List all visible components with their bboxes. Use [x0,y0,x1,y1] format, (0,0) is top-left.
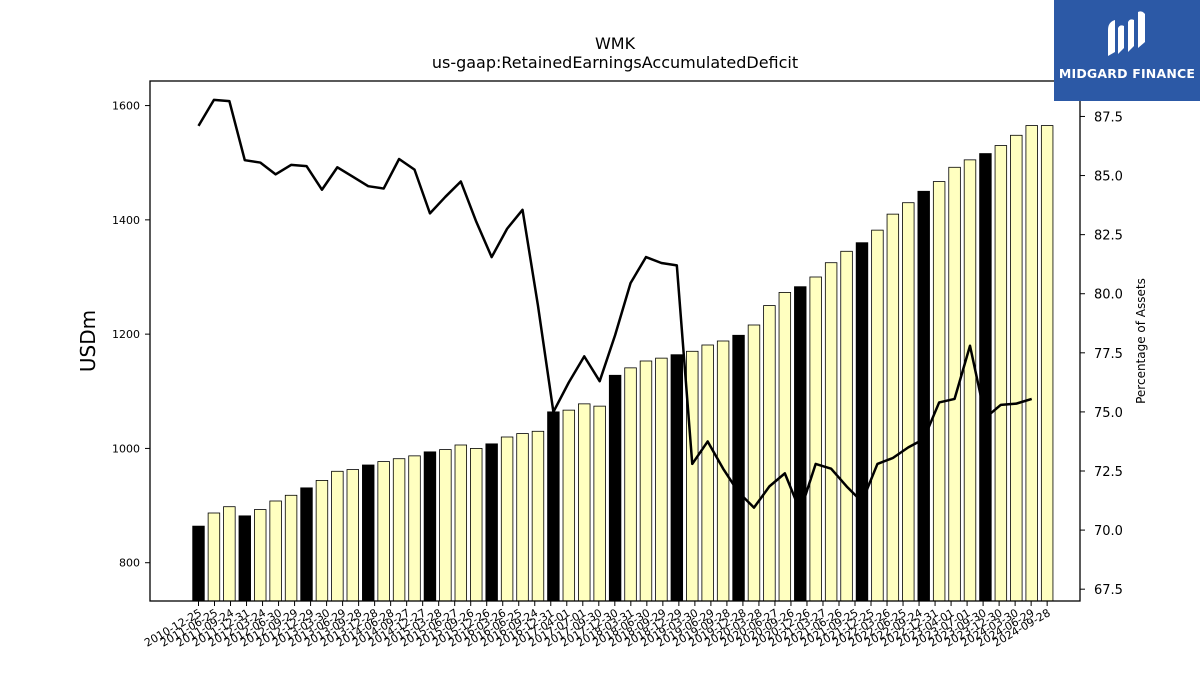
y2-tick-label: 70.0 [1094,524,1123,539]
bar [238,515,251,602]
bar [840,250,853,602]
y2-tick-label: 72.5 [1094,465,1123,480]
chart-subtitle: us-gaap:RetainedEarningsAccumulatedDefic… [432,53,798,72]
y-tick-label: 1000 [112,442,140,455]
bar [223,506,236,602]
bar [408,455,421,602]
bar [716,340,730,602]
bar [624,367,637,602]
bar [531,430,545,602]
bar [824,262,838,602]
chart-title: WMK [595,34,636,53]
bar [932,181,946,602]
bar [593,405,606,602]
bar [439,449,452,602]
y2-tick-label: 87.5 [1094,110,1123,125]
bar [855,242,869,602]
bar [423,451,437,602]
bar [547,411,560,602]
bar [346,469,360,602]
bar [608,374,622,602]
bar [670,354,684,602]
y-tick-label: 1600 [112,100,140,113]
bar [284,494,298,602]
bar [254,509,267,602]
bar [207,512,221,602]
bar [778,292,792,602]
y-axis-ticks: 800 1000 1200 1400 1600 [112,100,150,570]
midgard-logo-icon [1108,11,1145,56]
bar [686,350,699,602]
bar [886,213,900,602]
y2-tick-label: 82.5 [1094,229,1123,244]
bar [1025,125,1038,602]
bar [994,145,1008,602]
bar [470,448,483,602]
bar [315,480,329,602]
bar [794,286,807,602]
bar [500,436,514,602]
y2-tick-label: 80.0 [1094,288,1123,303]
bar [917,190,930,602]
bar [362,464,375,602]
bar [300,487,313,602]
bar [516,433,529,602]
y-tick-label: 1200 [112,328,140,341]
bar [485,443,498,602]
bar [763,305,776,602]
bar [639,360,653,602]
bar [979,153,992,602]
y2-axis-ticks: 67.5 70.0 72.5 75.0 77.5 80.0 82.5 85.0 87.5 [1080,110,1123,598]
y-tick-label: 1400 [112,214,140,227]
bar [701,344,714,602]
bar [655,357,668,602]
bar [331,470,344,602]
bars-group [192,125,1054,602]
bar [902,202,915,602]
bar [1040,125,1054,602]
bar [747,324,761,602]
bar [562,409,576,602]
y2-tick-label: 75.0 [1094,406,1123,421]
bar [578,403,591,602]
bar [192,525,205,602]
bar [732,334,745,602]
y2-tick-label: 85.0 [1094,170,1123,185]
bar [454,444,468,602]
x-axis-ticks: 2010-12-252011-06-252011-09-242011-12-31… [142,601,1053,650]
logo-text: MIDGARD FINANCE [1058,66,1196,81]
y2-tick-label: 67.5 [1094,583,1123,598]
plot-frame [149,80,1081,602]
percentage-line [197,98,1033,513]
y2-tick-label: 77.5 [1094,347,1123,362]
y-axis-label: USDm [76,310,100,372]
midgard-finance-logo: MIDGARD FINANCE [1054,0,1200,101]
bar [963,159,977,602]
y-tick-label: 800 [119,557,140,570]
bar [377,461,390,602]
y2-axis-label: Percentage of Assets [1134,278,1148,404]
bar [809,276,822,602]
bar [871,229,884,602]
bar [392,458,406,602]
bar [269,500,282,602]
bar [1010,134,1023,602]
